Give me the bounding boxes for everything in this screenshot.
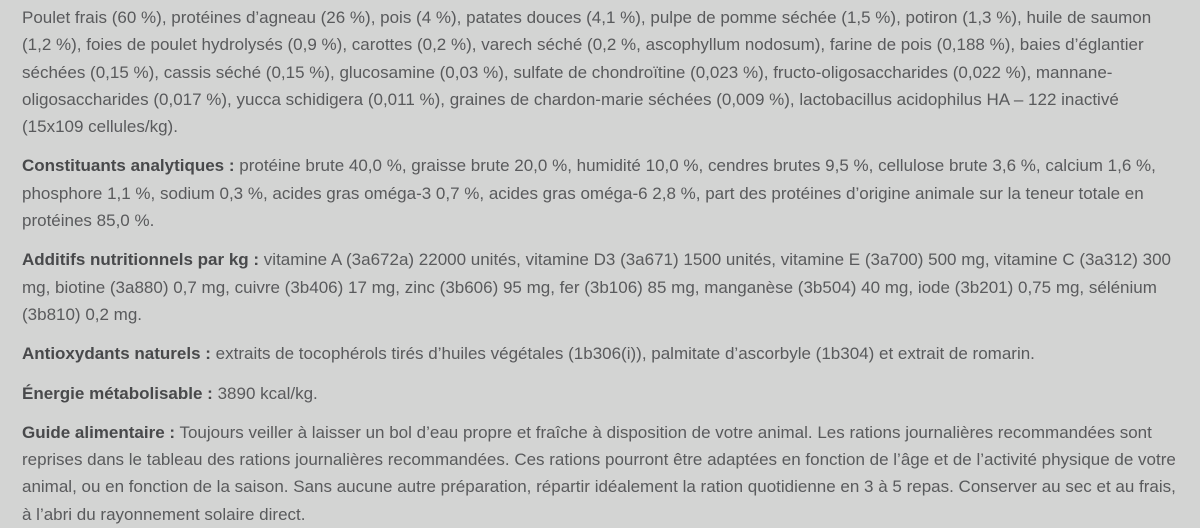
nutritional-additives-paragraph: Additifs nutritionnels par kg : vitamine…	[22, 246, 1179, 328]
paragraph-text: Poulet frais (60 %), protéines d’agneau …	[22, 8, 1152, 137]
paragraph-text: Toujours veiller à laisser un bol d’eau …	[22, 422, 1176, 524]
paragraph-text: 3890 kcal/kg.	[217, 383, 318, 403]
composition-paragraph: Poulet frais (60 %), protéines d’agneau …	[22, 4, 1179, 140]
paragraph-label: Constituants analytiques :	[22, 156, 235, 176]
analytical-constituents-paragraph: Constituants analytiques : protéine brut…	[22, 152, 1179, 234]
paragraph-label: Guide alimentaire :	[22, 422, 176, 442]
paragraph-text: protéine brute 40,0 %, graisse brute 20,…	[22, 156, 1156, 231]
paragraph-text: extraits de tocophérols tirés d’huiles v…	[215, 344, 1035, 364]
paragraph-label: Antioxydants naturels :	[22, 344, 211, 364]
paragraph-label: Énergie métabolisable :	[22, 383, 213, 403]
metabolizable-energy-paragraph: Énergie métabolisable : 3890 kcal/kg.	[22, 380, 1179, 407]
paragraph-text: vitamine A (3a672a) 22000 unités, vitami…	[22, 250, 1171, 324]
feeding-guide-paragraph: Guide alimentaire : Toujours veiller à l…	[22, 419, 1179, 528]
natural-antioxidants-paragraph: Antioxydants naturels : extraits de toco…	[22, 340, 1179, 367]
paragraph-label: Additifs nutritionnels par kg :	[22, 250, 260, 270]
